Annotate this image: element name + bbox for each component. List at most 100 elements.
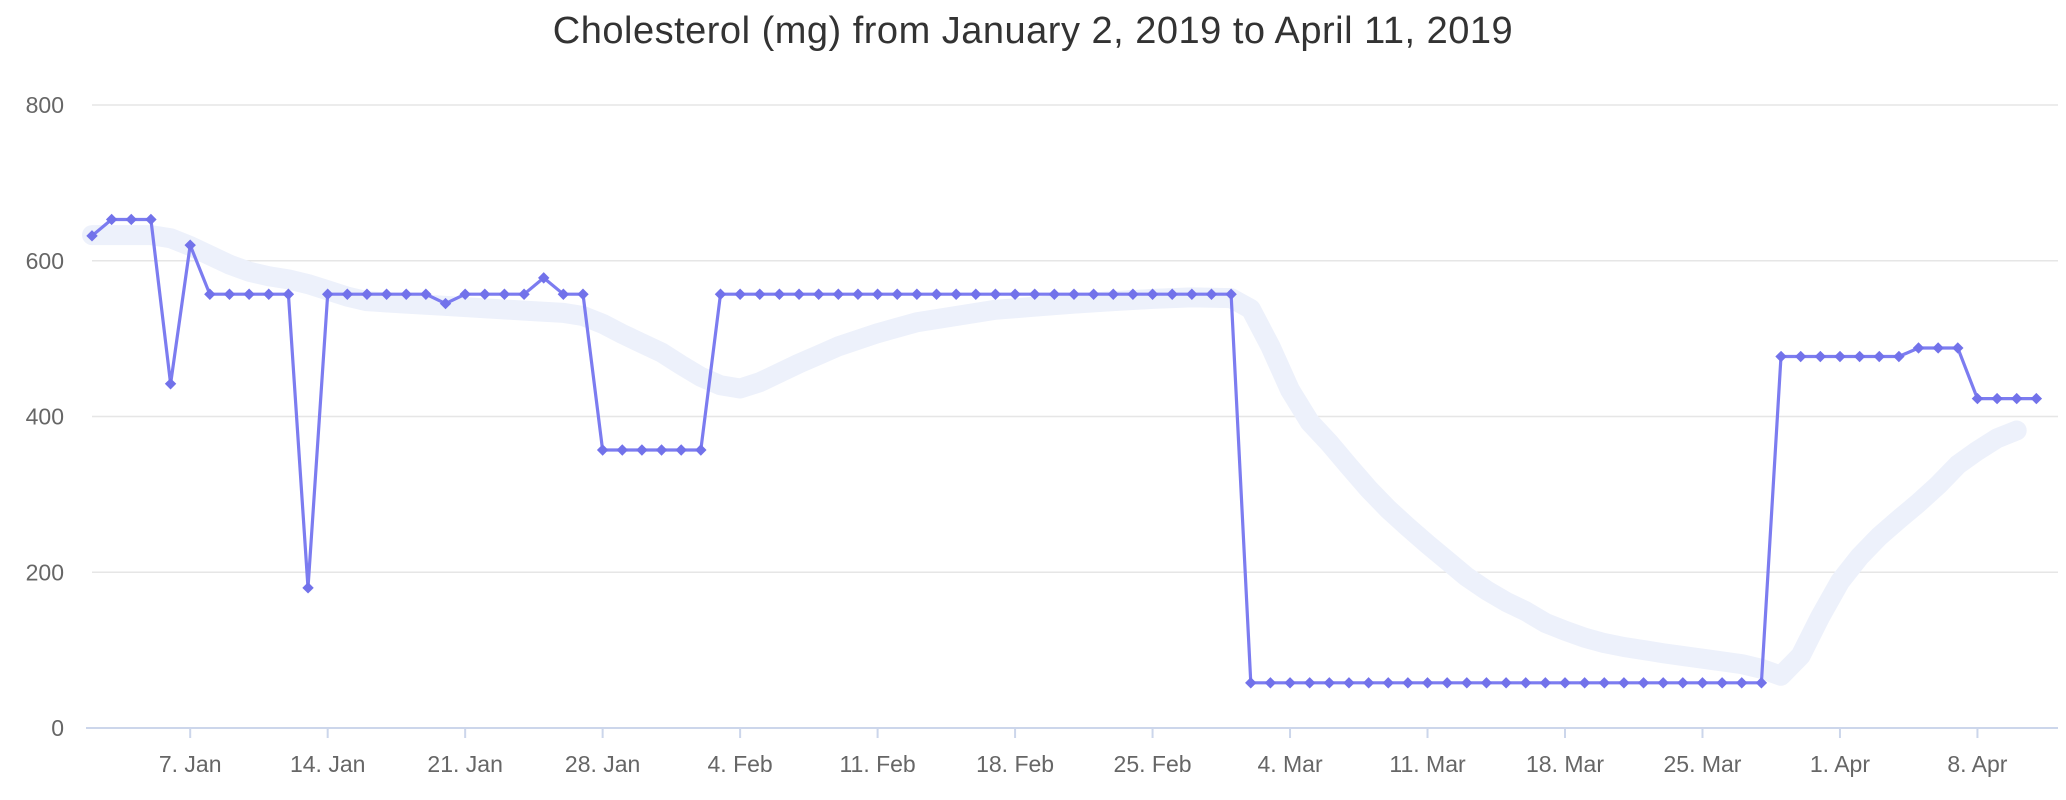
data-point-marker[interactable] xyxy=(1539,677,1552,689)
data-point-marker[interactable] xyxy=(1225,288,1237,300)
data-point-marker[interactable] xyxy=(714,288,727,300)
data-point-marker[interactable] xyxy=(734,288,746,300)
data-point-marker[interactable] xyxy=(1952,342,1964,354)
data-point-marker[interactable] xyxy=(1343,677,1355,689)
data-point-marker[interactable] xyxy=(1284,677,1296,689)
data-point-marker[interactable] xyxy=(341,288,354,300)
data-point-marker[interactable] xyxy=(1814,350,1827,363)
data-point-marker[interactable] xyxy=(439,297,452,310)
data-point-marker[interactable] xyxy=(538,272,550,284)
data-point-marker[interactable] xyxy=(1677,677,1689,689)
data-point-marker[interactable] xyxy=(812,288,825,300)
data-point-marker[interactable] xyxy=(1166,288,1178,300)
data-point-marker[interactable] xyxy=(282,288,295,300)
data-point-marker[interactable] xyxy=(1559,677,1571,689)
data-point-marker[interactable] xyxy=(1696,677,1709,689)
data-point-marker[interactable] xyxy=(891,288,903,300)
data-point-marker[interactable] xyxy=(105,213,118,226)
data-point-marker[interactable] xyxy=(400,288,412,300)
data-point-marker[interactable] xyxy=(498,288,511,300)
data-point-marker[interactable] xyxy=(125,213,137,226)
data-point-marker[interactable] xyxy=(1323,677,1336,689)
data-point-marker[interactable] xyxy=(1087,288,1100,300)
data-point-marker[interactable] xyxy=(1009,288,1021,300)
data-point-marker[interactable] xyxy=(577,288,589,300)
data-point-marker[interactable] xyxy=(263,288,275,300)
data-point-marker[interactable] xyxy=(773,288,786,300)
data-point-marker[interactable] xyxy=(1245,677,1257,689)
data-point-marker[interactable] xyxy=(2011,392,2023,405)
data-point-marker[interactable] xyxy=(1893,350,1905,363)
data-point-marker[interactable] xyxy=(1461,677,1473,689)
data-point-marker[interactable] xyxy=(243,288,255,300)
data-point-marker[interactable] xyxy=(1794,350,1807,363)
data-point-marker[interactable] xyxy=(1991,392,2003,405)
data-point-marker[interactable] xyxy=(302,582,314,594)
data-point-marker[interactable] xyxy=(1657,677,1669,689)
data-point-marker[interactable] xyxy=(420,288,432,300)
data-point-marker[interactable] xyxy=(1029,288,1041,300)
data-point-marker[interactable] xyxy=(1127,288,1139,300)
data-point-marker[interactable] xyxy=(1107,288,1119,300)
data-point-marker[interactable] xyxy=(1146,288,1159,300)
data-point-marker[interactable] xyxy=(1971,392,1984,405)
data-point-marker[interactable] xyxy=(1362,677,1375,689)
data-point-marker[interactable] xyxy=(1068,288,1080,300)
data-point-marker[interactable] xyxy=(1912,342,1925,354)
data-point-marker[interactable] xyxy=(1480,677,1493,689)
data-point-marker[interactable] xyxy=(1205,288,1218,300)
data-point-marker[interactable] xyxy=(86,230,98,242)
data-point-marker[interactable] xyxy=(1736,677,1748,689)
data-point-marker[interactable] xyxy=(1303,677,1316,689)
data-point-marker[interactable] xyxy=(1441,677,1453,689)
data-point-marker[interactable] xyxy=(970,288,982,300)
data-point-marker[interactable] xyxy=(832,288,845,300)
data-point-marker[interactable] xyxy=(557,288,570,300)
data-point-marker[interactable] xyxy=(616,444,628,456)
data-point-marker[interactable] xyxy=(361,288,373,300)
data-point-marker[interactable] xyxy=(459,288,471,300)
data-point-marker[interactable] xyxy=(223,288,236,300)
data-point-marker[interactable] xyxy=(1500,677,1512,689)
data-point-marker[interactable] xyxy=(321,288,334,300)
data-point-marker[interactable] xyxy=(1755,677,1768,689)
data-point-marker[interactable] xyxy=(911,288,923,300)
series-line[interactable] xyxy=(90,217,2039,685)
data-point-marker[interactable] xyxy=(1716,677,1728,689)
data-point-marker[interactable] xyxy=(184,239,196,251)
data-point-marker[interactable] xyxy=(1834,350,1846,363)
data-point-marker[interactable] xyxy=(380,288,393,300)
data-point-marker[interactable] xyxy=(1853,350,1866,363)
data-point-marker[interactable] xyxy=(950,288,962,300)
data-point-marker[interactable] xyxy=(754,288,766,300)
data-point-marker[interactable] xyxy=(1637,677,1650,689)
data-point-marker[interactable] xyxy=(793,288,805,300)
data-point-marker[interactable] xyxy=(930,288,943,300)
data-point-marker[interactable] xyxy=(1520,677,1532,689)
data-point-marker[interactable] xyxy=(636,444,648,456)
data-point-marker[interactable] xyxy=(1873,350,1885,363)
data-point-marker[interactable] xyxy=(1932,342,1944,354)
data-point-marker[interactable] xyxy=(1618,677,1630,689)
data-point-marker[interactable] xyxy=(2030,392,2043,405)
data-point-marker[interactable] xyxy=(675,444,687,456)
data-point-marker[interactable] xyxy=(1382,677,1394,689)
data-point-marker[interactable] xyxy=(1186,288,1198,300)
data-point-marker[interactable] xyxy=(655,444,668,456)
data-point-marker[interactable] xyxy=(1598,677,1610,689)
data-point-marker[interactable] xyxy=(1775,350,1787,363)
data-point-marker[interactable] xyxy=(204,288,216,300)
data-point-marker[interactable] xyxy=(695,444,707,456)
data-point-marker[interactable] xyxy=(145,213,157,226)
data-point-marker[interactable] xyxy=(1421,677,1434,689)
data-point-marker[interactable] xyxy=(1578,677,1591,689)
data-point-marker[interactable] xyxy=(871,288,884,300)
data-point-marker[interactable] xyxy=(518,288,530,300)
data-point-marker[interactable] xyxy=(989,288,1002,300)
data-point-marker[interactable] xyxy=(1048,288,1061,300)
data-point-marker[interactable] xyxy=(164,378,177,390)
data-point-marker[interactable] xyxy=(1402,677,1414,689)
data-point-marker[interactable] xyxy=(596,444,609,456)
data-point-marker[interactable] xyxy=(479,288,491,300)
data-point-marker[interactable] xyxy=(1264,677,1277,689)
